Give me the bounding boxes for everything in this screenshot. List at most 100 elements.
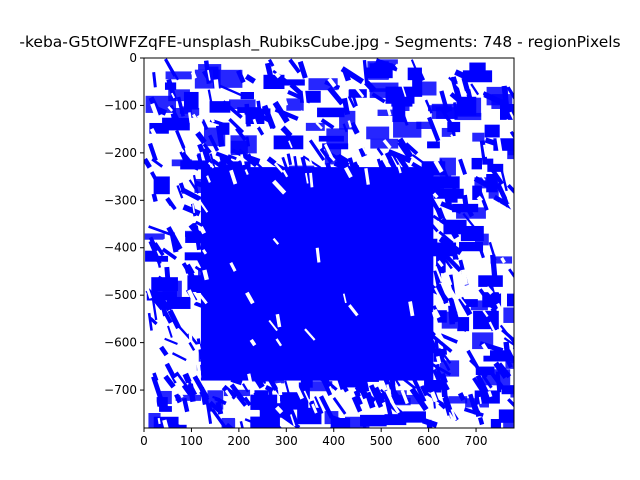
segment-mark [166,226,183,251]
segment-mark [289,259,299,283]
segment-mark [207,304,219,326]
segment-mark [196,153,204,165]
segment-mark [424,99,433,114]
segment-mark [298,326,321,339]
segment-mark [470,83,480,96]
segment-mark [229,165,249,180]
segment-gap [338,77,350,91]
segment-mark [439,158,449,180]
segment-mark [221,384,238,400]
segment-mark [264,174,275,197]
segment-mark [222,224,242,248]
segment-patch [305,122,325,131]
segment-gap [450,134,457,144]
segment-mark [412,154,428,167]
segment-gap [328,386,336,397]
segment-mark [265,353,284,367]
segment-mark [352,378,361,397]
segment-mark [234,237,254,248]
segment-patch [362,268,387,276]
segment-mark [500,168,508,192]
segment-mark [214,396,227,406]
segment-gap [305,172,309,184]
segment-mark [421,184,440,197]
segment-mark [231,253,241,264]
segment-patch [472,132,485,142]
segment-mark [321,373,329,382]
segment-gap [509,346,514,357]
segment-gap [408,301,415,317]
segment-patch [386,361,416,370]
segment-mark [281,280,292,301]
segment-mark [387,334,410,349]
segment-mark [347,274,358,287]
segment-mark [243,273,250,286]
segment-mark [308,323,322,337]
segment-mark [153,242,165,257]
segment-mark [438,230,454,245]
segment-mark [159,345,169,357]
segment-mark [214,289,237,307]
segment-mark [225,244,236,256]
segment-mark [363,227,382,240]
segment-mark [454,69,473,82]
segment-mark [291,349,307,367]
segment-mark [389,370,401,387]
segment-mark [448,305,456,325]
segment-gap [437,332,445,342]
segment-mark [150,171,158,180]
segment-patch [489,350,514,361]
segment-mark [221,176,232,197]
segment-mark [212,356,236,369]
segment-mark [255,401,274,425]
segment-mark [408,238,419,259]
segment-mark [195,131,207,145]
segment-mark [214,341,236,353]
segment-patch [198,64,222,70]
segment-mark [490,168,504,186]
segment-mark [509,130,514,139]
segment-mark [457,392,466,402]
segment-mark [218,255,227,266]
y-tick-label: −100 [104,98,137,112]
segment-gap [400,389,409,405]
segment-mark [265,365,274,375]
segment-mark [231,148,250,160]
segment-mark [415,303,426,315]
segment-mark [506,86,514,101]
segment-mark [152,372,159,382]
segment-mark [276,224,302,239]
segment-mark [465,89,474,104]
segment-mark [360,190,367,205]
segment-patch [423,238,438,251]
segment-gap [275,313,282,328]
segment-mark [497,362,512,379]
segment-gap [290,414,296,427]
segment-mark [350,90,358,107]
segment-gap [282,169,289,178]
segment-mark [197,143,205,153]
x-tick-label: 400 [322,434,345,448]
segment-mark [175,129,186,149]
segment-mark [310,223,318,232]
segment-mark [215,401,224,415]
segment-mark [341,97,351,116]
segment-gap [327,77,337,88]
segment-gap [213,79,220,96]
segment-mark [349,121,360,135]
segment-mark [418,180,441,192]
segment-mark [276,244,286,253]
segment-mark [270,222,277,237]
segment-patch [172,107,200,118]
segment-patch [221,417,236,428]
segment-mark [260,366,266,384]
segment-mark [205,399,213,425]
segment-mark [201,70,209,79]
segment-mark [369,354,379,361]
segment-patch [155,255,169,262]
segment-mark [412,378,427,403]
segment-mark [457,324,468,332]
segment-mark [478,370,493,389]
segment-mark [358,147,368,158]
segment-mark [207,89,213,103]
